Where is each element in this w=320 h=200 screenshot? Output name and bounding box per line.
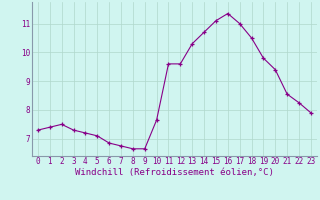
X-axis label: Windchill (Refroidissement éolien,°C): Windchill (Refroidissement éolien,°C) <box>75 168 274 177</box>
